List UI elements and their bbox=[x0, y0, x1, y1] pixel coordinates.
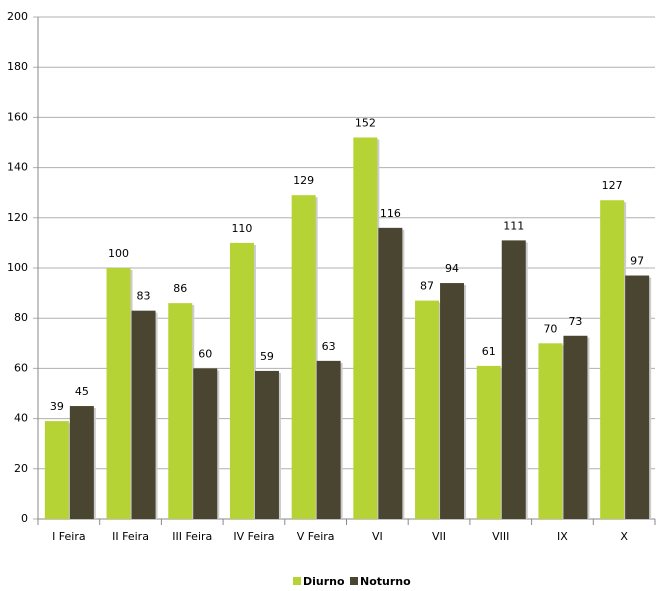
y-tick-label: 140 bbox=[7, 161, 28, 174]
bar bbox=[600, 200, 625, 520]
x-tick-label: VII bbox=[432, 530, 446, 543]
x-tick-label: IV Feira bbox=[233, 530, 274, 543]
data-label: 127 bbox=[602, 179, 623, 192]
legend-label: Diurno bbox=[303, 575, 345, 588]
y-tick-label: 0 bbox=[21, 512, 28, 525]
y-tick-label: 20 bbox=[14, 462, 28, 475]
bar bbox=[353, 137, 378, 520]
x-tick-label: X bbox=[620, 530, 628, 543]
data-label: 70 bbox=[543, 322, 557, 335]
bar bbox=[538, 343, 563, 519]
data-label: 152 bbox=[355, 116, 376, 129]
bar bbox=[44, 421, 69, 519]
data-label: 97 bbox=[630, 255, 644, 268]
data-label: 100 bbox=[108, 247, 129, 260]
data-label: 60 bbox=[198, 347, 212, 360]
bar bbox=[625, 275, 650, 519]
data-label: 94 bbox=[445, 262, 459, 275]
x-tick-label: I Feira bbox=[52, 530, 86, 543]
x-tick-label: V Feira bbox=[297, 530, 335, 543]
y-tick-label: 60 bbox=[14, 361, 28, 374]
bar bbox=[440, 283, 465, 519]
bar bbox=[563, 335, 588, 519]
data-label: 87 bbox=[420, 280, 434, 293]
bar bbox=[168, 303, 193, 519]
data-label: 45 bbox=[75, 385, 89, 398]
bar bbox=[476, 365, 501, 519]
data-label: 83 bbox=[137, 290, 151, 303]
x-tick-label: IX bbox=[557, 530, 568, 543]
data-label: 110 bbox=[231, 222, 252, 235]
data-label: 129 bbox=[293, 174, 314, 187]
bar bbox=[378, 227, 403, 519]
data-label: 86 bbox=[173, 282, 187, 295]
y-tick-label: 80 bbox=[14, 311, 28, 324]
bar bbox=[415, 300, 440, 519]
data-label: 63 bbox=[322, 340, 336, 353]
x-tick-label: VIII bbox=[492, 530, 509, 543]
legend-label: Noturno bbox=[360, 575, 411, 588]
bar bbox=[106, 268, 131, 519]
data-label: 73 bbox=[568, 315, 582, 328]
x-tick-label: II Feira bbox=[112, 530, 149, 543]
bar bbox=[316, 360, 341, 519]
data-label: 39 bbox=[50, 400, 64, 413]
y-tick-label: 160 bbox=[7, 110, 28, 123]
y-tick-label: 180 bbox=[7, 60, 28, 73]
data-label: 111 bbox=[503, 219, 524, 232]
y-tick-label: 120 bbox=[7, 211, 28, 224]
y-tick-label: 100 bbox=[7, 261, 28, 274]
data-label: 61 bbox=[482, 345, 496, 358]
x-tick-label: VI bbox=[372, 530, 383, 543]
bar bbox=[229, 242, 254, 519]
y-tick-label: 200 bbox=[7, 10, 28, 23]
data-label: 59 bbox=[260, 350, 274, 363]
bar bbox=[131, 310, 156, 519]
bar bbox=[193, 368, 218, 519]
bar bbox=[501, 240, 526, 519]
bar bbox=[291, 195, 316, 519]
bar bbox=[254, 370, 279, 519]
x-tick-label: III Feira bbox=[172, 530, 212, 543]
data-label: 116 bbox=[380, 207, 401, 220]
bar bbox=[69, 406, 94, 519]
legend-swatch bbox=[350, 577, 358, 585]
y-tick-label: 40 bbox=[14, 412, 28, 425]
legend-swatch bbox=[293, 577, 301, 585]
